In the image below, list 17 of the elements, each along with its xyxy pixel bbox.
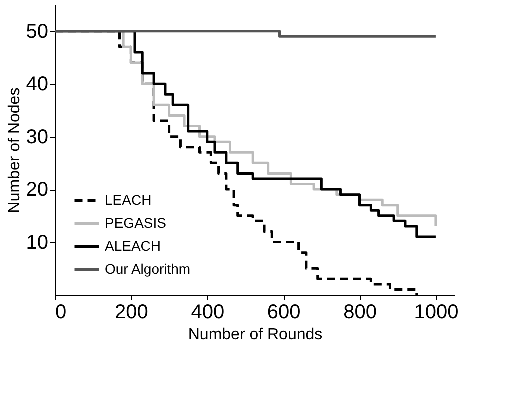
legend-label: LEACH: [105, 192, 152, 208]
legend-label: PEGASIS: [105, 215, 166, 231]
legend-label: Our Algorithm: [105, 261, 191, 277]
y-tick-label: 10: [26, 232, 48, 254]
x-tick-label: 0: [56, 302, 67, 324]
legend-label: ALEACH: [105, 238, 162, 254]
x-tick-label: 1000: [414, 302, 459, 324]
y-tick-label: 40: [26, 74, 48, 96]
x-tick-label: 600: [267, 302, 301, 324]
y-tick-label: 20: [26, 179, 48, 202]
y-axis-title: Number of Nodes: [6, 88, 24, 214]
x-tick-label: 400: [191, 302, 225, 324]
y-tick-label: 30: [26, 126, 48, 148]
x-tick-label: 800: [344, 302, 377, 324]
x-axis-title: Number of Rounds: [188, 326, 323, 344]
x-tick-label: 200: [115, 302, 148, 324]
y-tick-label: 50: [26, 20, 48, 43]
